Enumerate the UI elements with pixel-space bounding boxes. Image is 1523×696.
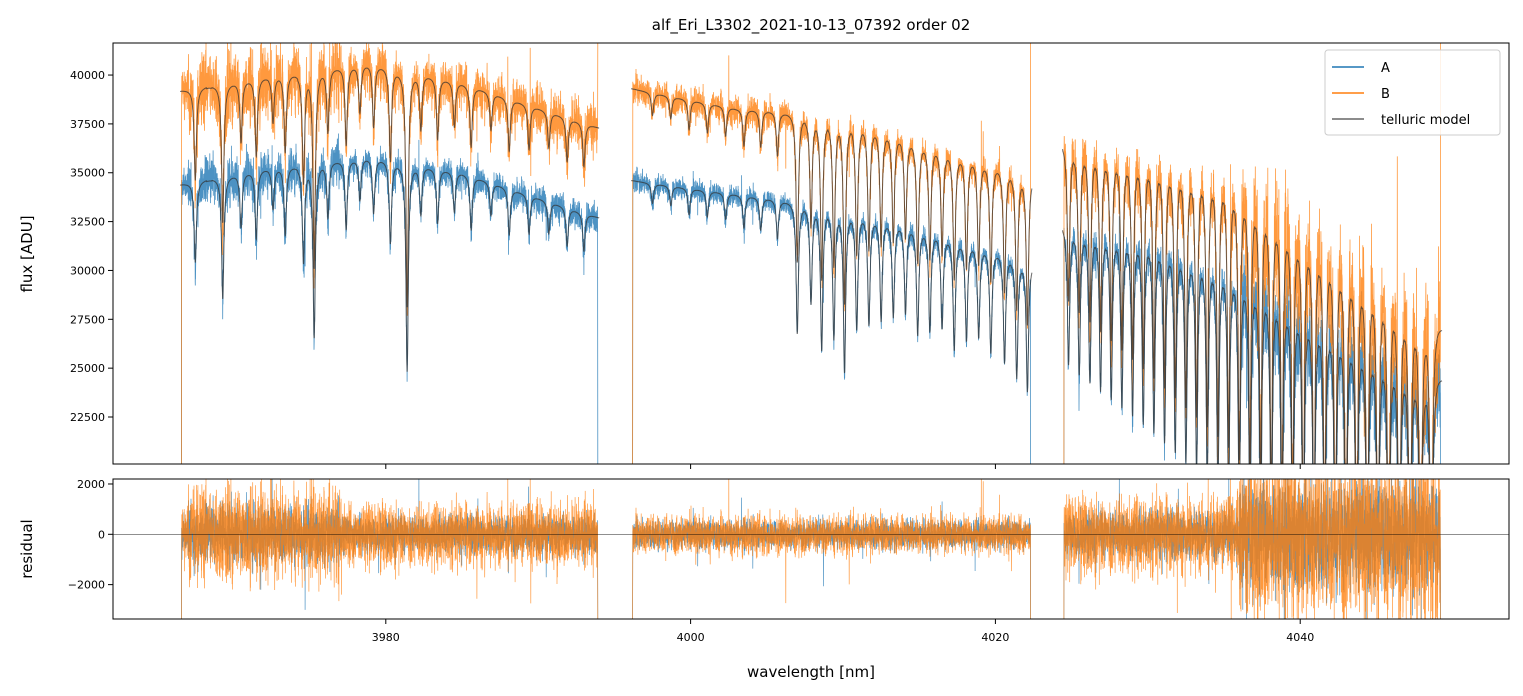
flux-axes-frame bbox=[112, 42, 1510, 465]
xtick-label: 3980 bbox=[372, 631, 400, 644]
legend-label-model: telluric model bbox=[1381, 113, 1470, 128]
legend: A B telluric model bbox=[1324, 49, 1501, 136]
chart-title: alf_Eri_L3302_2021-10-13_07392 order 02 bbox=[652, 16, 971, 35]
flux-ylabel: flux [ADU] bbox=[18, 215, 36, 292]
telluric-model-a-line bbox=[180, 160, 1443, 464]
xtick-label: 4000 bbox=[677, 631, 705, 644]
residual-axes-frame bbox=[112, 478, 1510, 620]
residual-ytick-label: 0 bbox=[98, 528, 105, 541]
flux-ytick-label: 40000 bbox=[70, 69, 105, 82]
flux-ytick-label: 27500 bbox=[70, 313, 105, 326]
residual-panel bbox=[113, 479, 1509, 619]
telluric-model-b-line bbox=[180, 67, 1443, 464]
xtick-label: 4040 bbox=[1286, 631, 1314, 644]
legend-label-b: B bbox=[1381, 87, 1390, 102]
flux-ytick-label: 35000 bbox=[70, 167, 105, 180]
residual-ylabel: residual bbox=[18, 519, 36, 578]
residual-ytick-label: 2000 bbox=[77, 478, 105, 491]
flux-ytick-label: 22500 bbox=[70, 411, 105, 424]
flux-ytick-label: 30000 bbox=[70, 264, 105, 277]
xtick-label: 4020 bbox=[981, 631, 1009, 644]
flux-ytick-label: 25000 bbox=[70, 362, 105, 375]
flux-panel bbox=[180, 43, 1443, 464]
flux-ytick-label: 32500 bbox=[70, 216, 105, 229]
legend-label-a: A bbox=[1381, 61, 1390, 76]
residual-ytick-label: −2000 bbox=[68, 579, 105, 592]
x-axis-label: wavelength [nm] bbox=[747, 663, 875, 681]
flux-ytick-label: 37500 bbox=[70, 118, 105, 131]
